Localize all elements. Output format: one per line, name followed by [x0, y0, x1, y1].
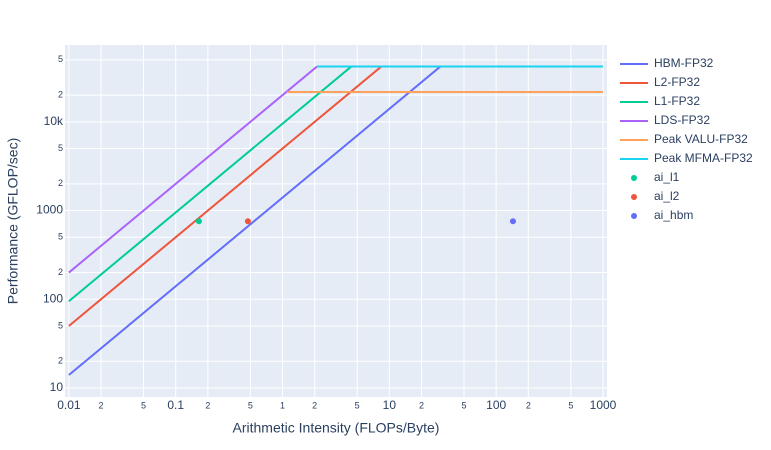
y-tick-label: 5: [58, 54, 63, 64]
y-tick-label: 2: [58, 90, 63, 100]
x-tick-label: 0.1: [167, 398, 184, 412]
y-tick-label: 10: [50, 380, 64, 394]
plot-area: [65, 45, 607, 397]
y-tick-label: 2: [58, 356, 63, 366]
roofline: [68, 65, 318, 274]
roofline: [68, 65, 382, 327]
x-tick-label: 100: [486, 398, 506, 412]
legend-label: Peak VALU-FP32: [654, 132, 748, 146]
y-tick-label: 5: [58, 320, 63, 330]
legend-label: Peak MFMA-FP32: [654, 151, 753, 165]
x-tick-label: 2: [99, 400, 104, 410]
x-tick-label: 2: [312, 400, 317, 410]
y-tick-label: 100: [43, 291, 63, 305]
x-tick-label: 0.01: [57, 398, 81, 412]
x-tick-label: 1000: [590, 398, 617, 412]
data-point: [509, 218, 516, 225]
plot-marks: [68, 65, 604, 376]
legend-swatch: [631, 194, 637, 200]
x-tick-label: 10: [383, 398, 397, 412]
legend-label: HBM-FP32: [654, 56, 714, 70]
roofline: [68, 65, 352, 303]
y-tick-label: 10k: [44, 114, 64, 128]
y-tick-label: 5: [58, 143, 63, 153]
y-axis-title: Performance (GFLOP/sec): [5, 138, 21, 305]
legend-label: ai_hbm: [654, 208, 693, 222]
data-point: [244, 218, 251, 225]
roofline: [68, 65, 441, 376]
x-tick-label: 2: [205, 400, 210, 410]
legend-swatch: [631, 175, 637, 181]
y-tick-label: 2: [58, 178, 63, 188]
x-axis-title: Arithmetic Intensity (FLOPs/Byte): [233, 420, 440, 436]
legend-label: L1-FP32: [654, 94, 700, 108]
legend-swatch: [631, 213, 637, 219]
legend-label: LDS-FP32: [654, 113, 710, 127]
data-point: [195, 218, 202, 225]
x-tick-label: 2: [526, 400, 531, 410]
x-tick-label: 5: [248, 400, 253, 410]
y-tick-label: 2: [58, 267, 63, 277]
x-tick-label: 1: [280, 400, 285, 410]
legend-label: ai_l2: [654, 189, 680, 203]
legend-label: L2-FP32: [654, 75, 700, 89]
x-tick-label: 5: [462, 400, 467, 410]
x-tick-label: 5: [355, 400, 360, 410]
x-tick-label: 5: [568, 400, 573, 410]
y-tick-label: 5: [58, 232, 63, 242]
legend-label: ai_l1: [654, 170, 680, 184]
y-tick-label: 1000: [36, 203, 63, 217]
x-tick-label: 2: [419, 400, 424, 410]
x-tick-label: 5: [141, 400, 146, 410]
